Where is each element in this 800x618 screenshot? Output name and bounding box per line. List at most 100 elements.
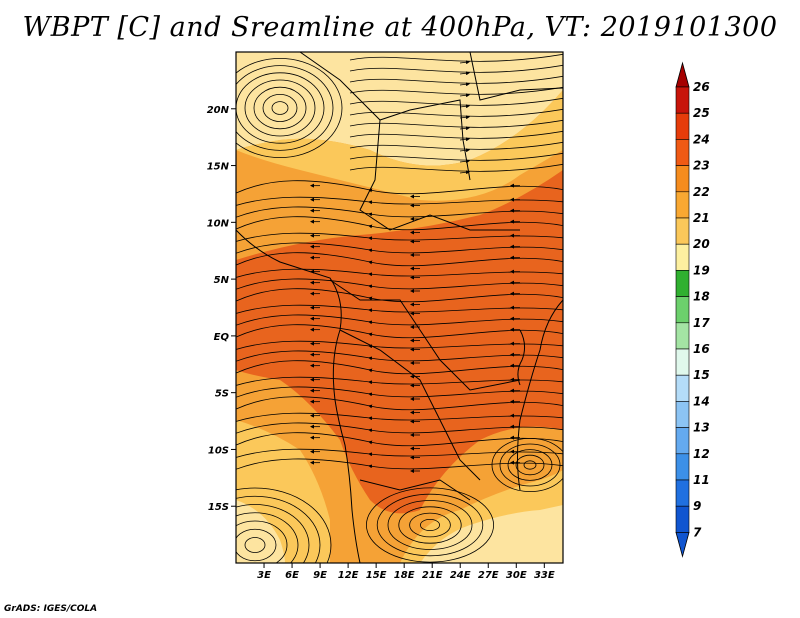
colorbar-label: 23 xyxy=(693,159,710,173)
lon-tick-label: 33E xyxy=(534,570,555,581)
colorbar: 26 25 24 23 22 21 20 19 18 17 16 15 14 13 12 11 9 7 xyxy=(675,61,710,558)
colorbar-label: 18 xyxy=(693,290,710,304)
streamline xyxy=(236,350,563,362)
colorbar-upper-arrow xyxy=(675,61,690,88)
colorbar-segment xyxy=(675,191,690,219)
colorbar-label: 14 xyxy=(693,394,710,408)
streamline xyxy=(236,376,563,386)
colorbar-label: 26 xyxy=(693,80,710,94)
streamline-gyre xyxy=(244,79,316,137)
streamline-gyre xyxy=(236,65,334,151)
colorbar-segment xyxy=(675,270,690,297)
streamline-gyre xyxy=(253,86,307,130)
streamline-gyre xyxy=(523,460,537,470)
streamline xyxy=(236,314,563,326)
colorbar-segment xyxy=(675,139,690,166)
streamline-gyre xyxy=(236,58,343,158)
streamline xyxy=(349,119,563,128)
colorbar-lower-arrow xyxy=(675,532,690,558)
colorbar-label: 16 xyxy=(693,342,710,356)
lon-tick-label: 21E xyxy=(422,570,443,581)
colorbar-segment xyxy=(675,453,690,481)
streamline xyxy=(349,64,563,73)
colorbar-segment xyxy=(675,217,690,245)
colorbar-segment xyxy=(675,427,690,455)
colorbar-label: 21 xyxy=(693,211,710,225)
colorbar-segment xyxy=(675,165,690,193)
streamlines xyxy=(236,53,563,563)
streamline-arrow xyxy=(459,115,470,120)
colorbar-segment xyxy=(675,86,690,114)
streamline xyxy=(236,288,563,303)
streamline-arrow xyxy=(459,159,470,164)
streamline xyxy=(349,163,563,172)
streamline-gyre xyxy=(376,493,484,557)
colorbar-segment xyxy=(675,401,690,428)
colorbar-segment xyxy=(675,374,690,402)
colorbar-segment xyxy=(675,243,690,271)
streamline-gyre xyxy=(236,528,277,562)
streamline-gyre xyxy=(499,443,561,487)
streamline-gyre xyxy=(398,506,462,544)
latitude-axis: 20N 15N 10N 5N EQ 5S 10S 15S xyxy=(207,105,236,513)
lon-tick-label: 18E xyxy=(394,570,415,581)
streamline-arrow xyxy=(459,71,470,76)
streamline-arrow xyxy=(459,93,470,98)
streamline-arrow xyxy=(459,104,470,109)
streamline-arrow xyxy=(459,82,470,87)
cool-southwest xyxy=(236,500,285,563)
streamline xyxy=(236,340,563,350)
grads-credit: GrADS: IGES/COLA xyxy=(4,604,98,614)
lon-tick-label: 12E xyxy=(338,570,359,581)
lat-tick-label: EQ xyxy=(214,332,230,343)
colorbar-label: 20 xyxy=(693,237,710,251)
streamline-gyre xyxy=(507,449,553,481)
lon-tick-label: 3E xyxy=(257,570,271,581)
streamline xyxy=(236,412,563,422)
streamline-gyre xyxy=(236,504,310,563)
lat-tick-label: 20N xyxy=(207,105,230,116)
streamline-gyre xyxy=(515,454,545,476)
lon-tick-label: 27E xyxy=(478,570,499,581)
colorbar-segment xyxy=(675,505,690,533)
colorbar-label: 19 xyxy=(693,263,710,277)
lat-tick-label: 10N xyxy=(207,218,230,229)
streamline xyxy=(236,242,563,254)
streamline xyxy=(236,448,563,458)
streamline xyxy=(236,180,563,195)
streamline-arrow xyxy=(459,137,470,142)
streamline-gyre xyxy=(387,500,473,550)
streamline xyxy=(349,75,563,84)
colorbar-segment xyxy=(675,322,690,350)
lat-tick-label: 5N xyxy=(214,275,230,286)
streamline xyxy=(236,278,563,290)
lat-tick-label: 15S xyxy=(208,502,229,513)
streamline xyxy=(349,53,563,62)
lat-tick-label: 10S xyxy=(208,445,229,456)
streamline-arrow xyxy=(459,148,470,153)
lon-tick-label: 9E xyxy=(313,570,327,581)
streamline-gyre xyxy=(244,537,266,553)
lat-tick-label: 5S xyxy=(215,389,229,400)
colorbar-segment xyxy=(675,348,690,376)
lon-tick-label: 6E xyxy=(285,570,299,581)
colorbar-segment xyxy=(675,296,690,324)
cool-north xyxy=(236,52,563,166)
colorbar-label: 24 xyxy=(693,132,710,146)
streamline-gyre xyxy=(262,94,298,123)
streamline-gyre xyxy=(236,512,299,563)
colorbar-label: 12 xyxy=(693,447,710,461)
streamline xyxy=(236,196,563,206)
streamline xyxy=(349,108,563,117)
streamline xyxy=(236,396,563,411)
streamline xyxy=(349,141,563,150)
lat-tick-label: 15N xyxy=(207,162,230,173)
streamline-gyre xyxy=(236,520,288,563)
lon-tick-label: 30E xyxy=(506,570,527,581)
map-frame xyxy=(235,51,564,564)
streamline xyxy=(236,422,563,434)
colorbar-label: 25 xyxy=(693,106,710,120)
streamline xyxy=(236,304,563,314)
streamline xyxy=(236,386,563,398)
